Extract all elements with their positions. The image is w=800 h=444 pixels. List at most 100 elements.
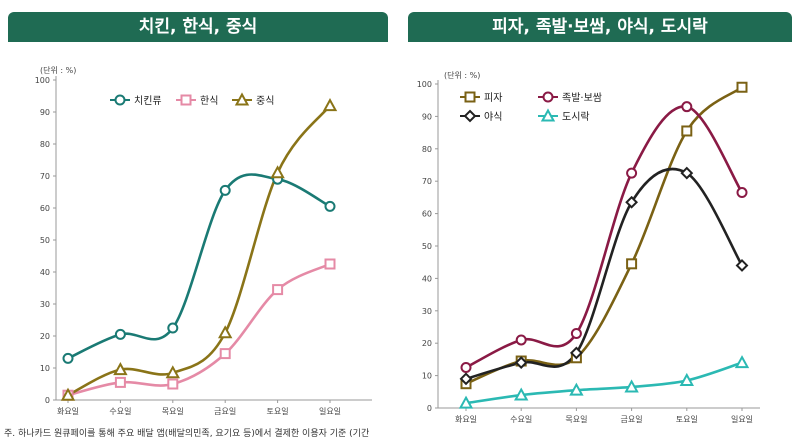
right-ytick-label: 30 bbox=[422, 307, 432, 316]
right-series-1-point bbox=[626, 167, 638, 179]
right-series-1-point bbox=[460, 362, 472, 373]
right-xtick-label: 금요일 bbox=[621, 415, 643, 424]
left-chart-panel: 치킨, 한식, 중식 (단위 : %) 0 10 20 30 40 50 60 70 80 90 10… bbox=[8, 12, 388, 416]
right-line-chart: (단위 : %) 0 10 20 30 40 50 60 70 80 90 100 화요일 수요일 목요일 금… bbox=[417, 70, 760, 424]
right-ytick-label: 0 bbox=[427, 404, 432, 413]
right-series-0-point bbox=[681, 125, 693, 137]
right-legend-marker-0 bbox=[464, 91, 476, 103]
right-series-3-point bbox=[624, 379, 639, 393]
right-legend-label-1: 족발·보쌈 bbox=[562, 92, 602, 104]
right-series-2-point bbox=[459, 372, 473, 386]
left-chart-banner: 치킨, 한식, 중식 bbox=[8, 12, 388, 42]
right-chart-panel: 피자, 족발·보쌈, 야식, 도시락 (단위 : %) 0 10 20 30 40 50 60… bbox=[400, 0, 800, 444]
left-ytick-label: 60 bbox=[40, 204, 50, 213]
left-xtick-label: 목요일 bbox=[162, 407, 184, 416]
left-series-0-point bbox=[167, 322, 179, 334]
right-ytick-label: 50 bbox=[422, 242, 432, 251]
right-legend-label-2: 야식 bbox=[484, 111, 502, 123]
right-ytick-label: 40 bbox=[422, 274, 432, 283]
left-line-chart: (단위 : %) 0 10 20 30 40 50 60 70 80 90 100 화요일 수요일 목요일 금… bbox=[35, 65, 372, 416]
right-ytick-label: 10 bbox=[422, 372, 432, 381]
left-series-0-point bbox=[219, 184, 231, 196]
right-series-1-point bbox=[570, 327, 582, 339]
right-series-2-point bbox=[569, 346, 583, 360]
right-ytick-label: 90 bbox=[422, 112, 432, 121]
right-series-3-point bbox=[458, 395, 474, 409]
right-series-1-point bbox=[681, 101, 693, 113]
left-xtick-label: 화요일 bbox=[57, 407, 79, 416]
left-legend-label-1: 한식 bbox=[200, 95, 218, 107]
right-series-line-2 bbox=[464, 167, 744, 381]
left-xtick-label: 수요일 bbox=[109, 407, 131, 416]
right-series-1-point bbox=[515, 334, 527, 346]
left-xtick-label: 토요일 bbox=[267, 407, 289, 416]
right-series-0-point bbox=[736, 81, 748, 93]
right-ytick-label: 60 bbox=[422, 210, 432, 219]
left-series-line-2 bbox=[66, 104, 332, 397]
right-xtick-label: 토요일 bbox=[676, 415, 698, 424]
left-ytick-label: 50 bbox=[40, 236, 50, 245]
left-series-0-point bbox=[62, 352, 74, 364]
left-ytick-label: 100 bbox=[35, 76, 50, 85]
left-series-0-point bbox=[324, 200, 336, 212]
right-series-0-point bbox=[626, 258, 638, 270]
footnote: 주. 하나카드 원큐페이를 통해 주요 배달 앱(배달의민족, 요기요 등)에서… bbox=[4, 429, 370, 439]
right-ytick-label: 80 bbox=[422, 145, 432, 154]
left-ytick-label: 40 bbox=[40, 268, 50, 277]
right-series-line-0 bbox=[464, 85, 744, 385]
right-legend-marker-1 bbox=[542, 91, 554, 103]
right-series-2-point bbox=[625, 195, 639, 209]
left-ytick-label: 70 bbox=[40, 172, 50, 181]
left-legend-label-2: 중식 bbox=[256, 95, 274, 107]
right-series-2-point bbox=[680, 166, 694, 180]
left-legend-marker-0 bbox=[114, 94, 126, 106]
right-series-line-3 bbox=[464, 361, 744, 405]
right-ytick-label: 70 bbox=[422, 177, 432, 186]
right-xtick-label: 일요일 bbox=[731, 415, 753, 424]
left-series-2-point bbox=[165, 365, 180, 379]
left-legend-label-0: 치킨류 bbox=[134, 95, 162, 107]
right-xtick-label: 목요일 bbox=[565, 415, 587, 424]
right-legend-label-0: 피자 bbox=[484, 92, 502, 104]
left-ytick-label: 0 bbox=[45, 396, 50, 405]
left-series-1-point bbox=[219, 348, 231, 360]
left-series-2-point bbox=[218, 325, 233, 339]
left-series-1-point bbox=[167, 378, 179, 390]
left-series-1-point bbox=[324, 258, 336, 270]
left-ytick-label: 80 bbox=[40, 140, 50, 149]
left-series-2-point bbox=[60, 387, 76, 401]
right-xtick-label: 화요일 bbox=[455, 415, 477, 424]
right-legend-marker-2 bbox=[463, 109, 477, 123]
left-series-1-point bbox=[272, 284, 284, 296]
right-series-2-point bbox=[514, 356, 528, 370]
left-series-1-point bbox=[114, 376, 126, 388]
right-xtick-label: 수요일 bbox=[510, 415, 532, 424]
left-ytick-label: 10 bbox=[40, 364, 50, 373]
left-series-2-point bbox=[322, 98, 338, 112]
left-ytick-label: 30 bbox=[40, 300, 50, 309]
right-series-3-point bbox=[514, 387, 529, 401]
left-ytick-label: 90 bbox=[40, 108, 50, 117]
right-series-3-point bbox=[569, 382, 584, 396]
right-ytick-label: 100 bbox=[417, 80, 432, 89]
left-legend-marker-2 bbox=[234, 92, 250, 106]
right-unit-label: (단위 : %) bbox=[444, 70, 480, 80]
left-series-2-point bbox=[113, 362, 128, 376]
left-xtick-label: 금요일 bbox=[214, 407, 236, 416]
left-series-line-0 bbox=[66, 173, 332, 360]
left-unit-label: (단위 : %) bbox=[40, 65, 76, 75]
right-series-2-point bbox=[735, 259, 749, 272]
right-series-1-point bbox=[736, 187, 748, 199]
left-ytick-label: 20 bbox=[40, 332, 50, 341]
right-legend-label-3: 도시락 bbox=[562, 111, 590, 123]
left-series-2-point bbox=[270, 165, 285, 179]
right-legend-marker-3 bbox=[540, 108, 556, 122]
left-legend-marker-1 bbox=[180, 94, 192, 106]
right-series-3-point bbox=[679, 372, 694, 386]
right-ytick-label: 20 bbox=[422, 339, 432, 348]
right-chart-banner: 피자, 족발·보쌈, 야식, 도시락 bbox=[408, 12, 792, 42]
right-series-line-1 bbox=[464, 105, 744, 369]
right-series-3-point bbox=[734, 355, 750, 369]
left-xtick-label: 일요일 bbox=[319, 407, 341, 416]
left-series-0-point bbox=[114, 328, 126, 340]
